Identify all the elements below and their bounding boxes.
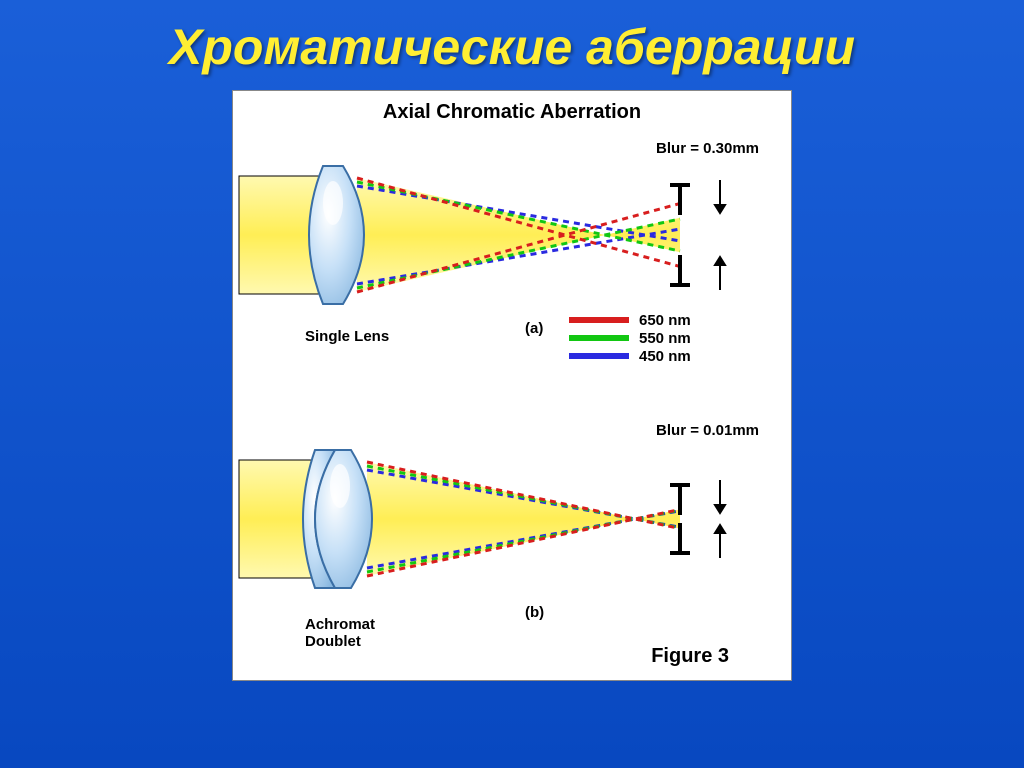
panel-b-letter: (b) xyxy=(525,604,544,621)
legend-swatch xyxy=(569,317,629,323)
panel-b-lens-label: Achromat Doublet xyxy=(305,616,375,650)
legend-label: 450 nm xyxy=(639,348,691,365)
panel-a-lens-label: Single Lens xyxy=(305,328,389,345)
legend-swatch xyxy=(569,353,629,359)
panel-a-letter: (a) xyxy=(525,320,543,337)
legend-row: 650 nm xyxy=(569,311,749,329)
wavelength-legend: 650 nm550 nm450 nm xyxy=(569,311,749,365)
legend-label: 550 nm xyxy=(639,330,691,347)
panel-a-blur-label: Blur = 0.30mm xyxy=(656,140,759,157)
legend-row: 550 nm xyxy=(569,329,749,347)
figure-container: Axial Chromatic Aberration xyxy=(232,90,792,681)
panel-b-blur-label: Blur = 0.01mm xyxy=(656,422,759,439)
panel-b: Blur = 0.01mm Achromat Doublet (b) Figur… xyxy=(235,378,789,678)
figure-number: Figure 3 xyxy=(651,645,729,668)
legend-label: 650 nm xyxy=(639,312,691,329)
legend-row: 450 nm xyxy=(569,347,749,365)
figure-title: Axial Chromatic Aberration xyxy=(235,93,789,128)
legend-swatch xyxy=(569,335,629,341)
slide-title: Хроматические аберрации xyxy=(0,0,1024,90)
